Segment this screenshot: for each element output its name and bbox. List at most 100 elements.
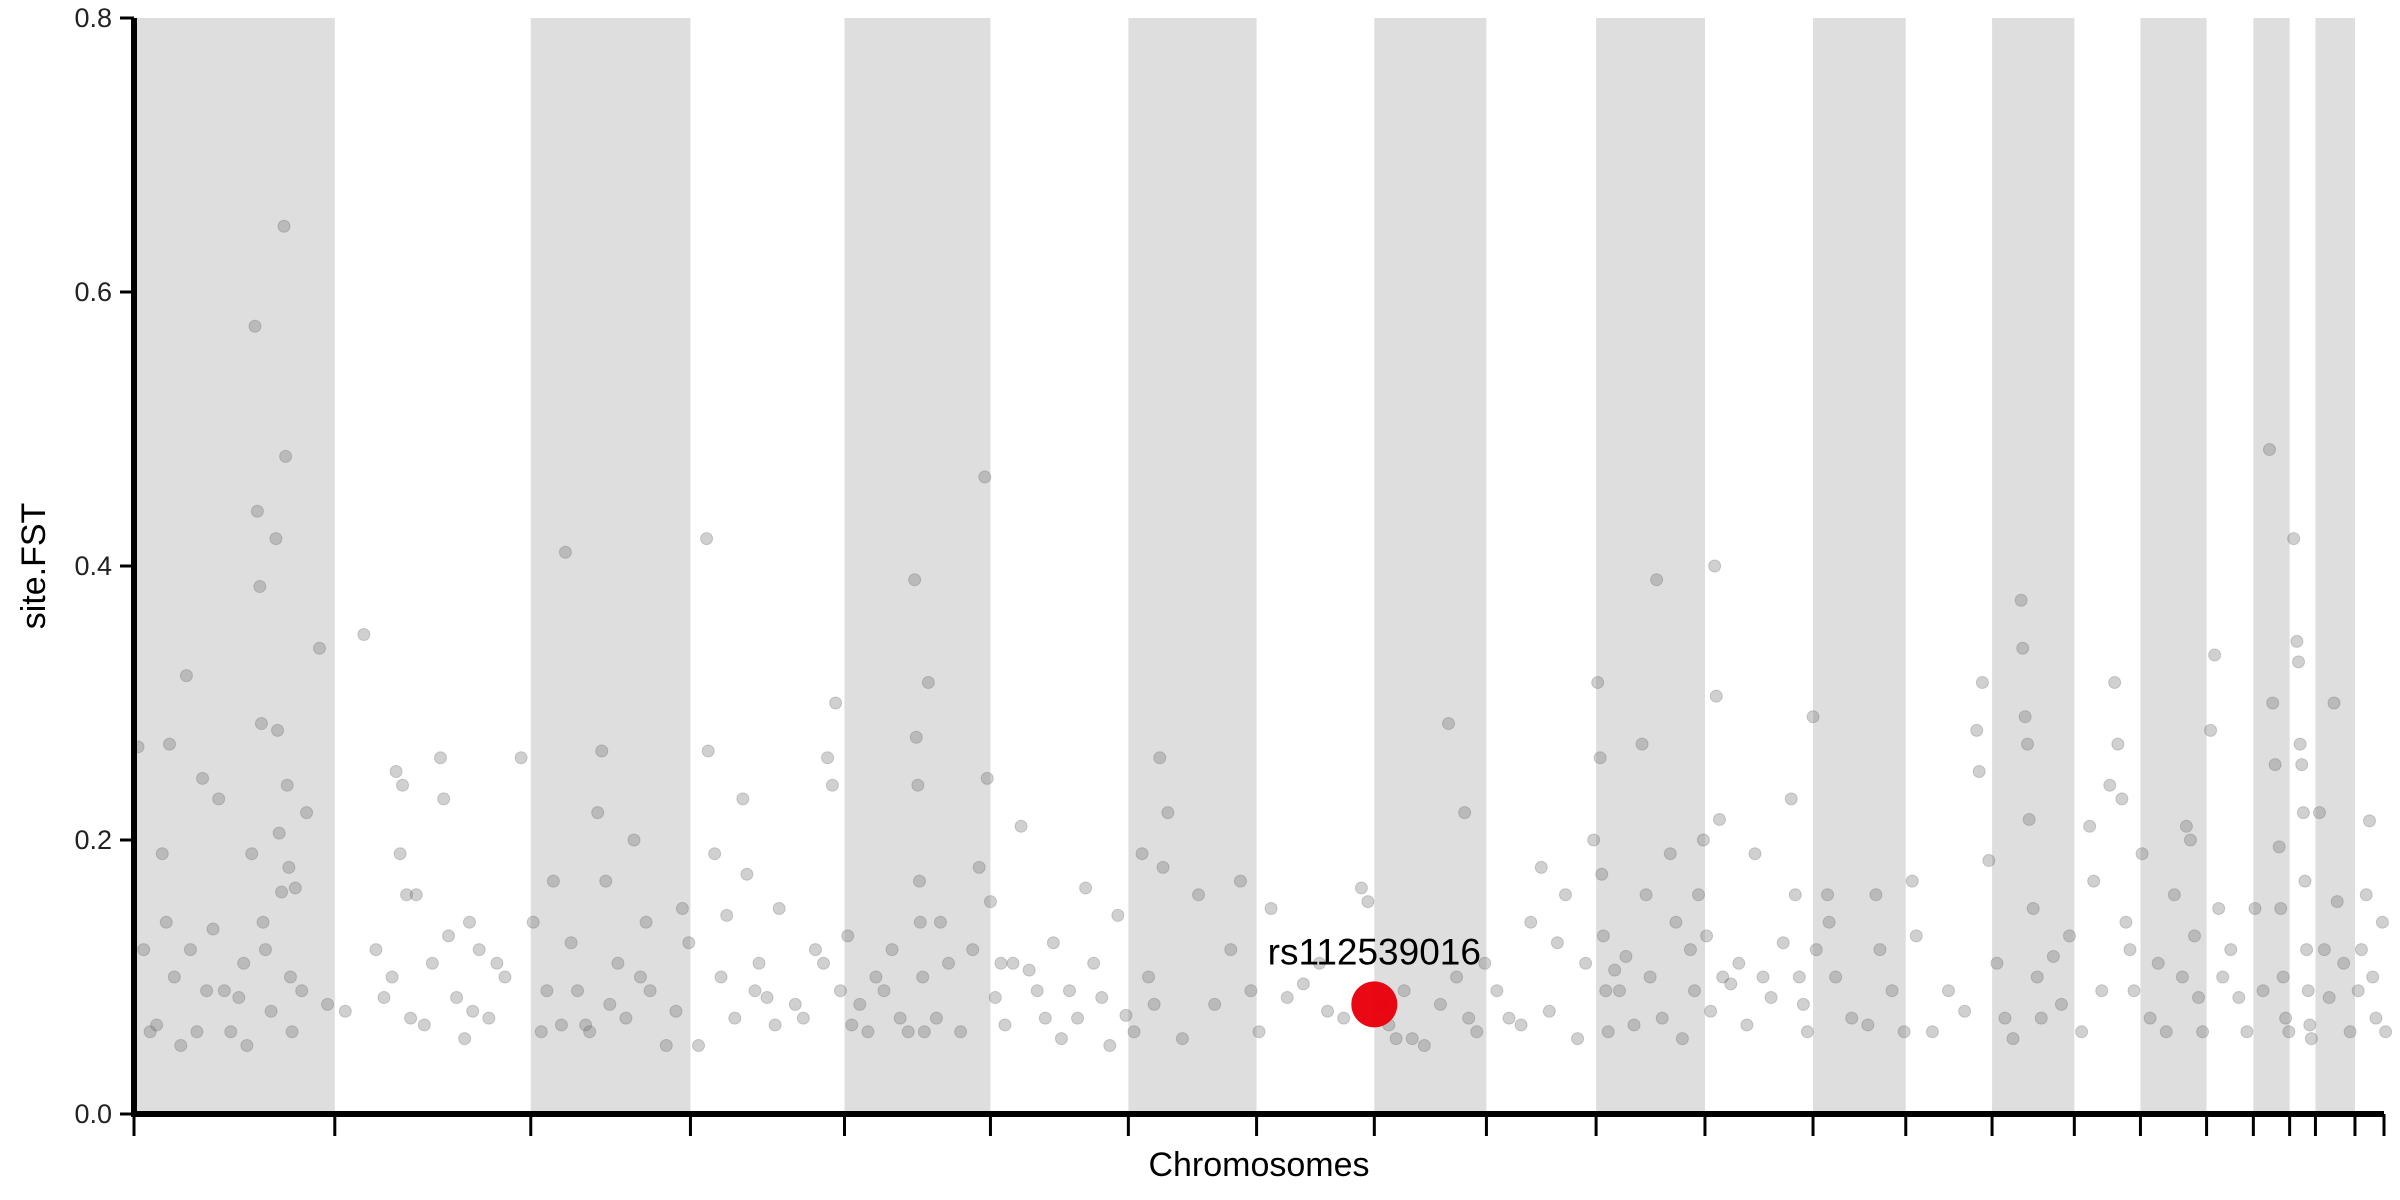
snp-point [821, 751, 835, 765]
snp-point [2293, 737, 2307, 751]
snp-point [282, 860, 296, 874]
snp-point [1337, 1011, 1351, 1025]
chromosome-bands [134, 18, 2355, 1114]
snp-point [206, 922, 220, 936]
snp-point [369, 943, 383, 957]
snp-point [2379, 1025, 2393, 1039]
snp-point [768, 1018, 782, 1032]
snp-point [994, 956, 1008, 970]
snp-point [2262, 443, 2276, 457]
snp-point [1038, 1011, 1052, 1025]
snp-point [1417, 1039, 1431, 1052]
chromosome-band-3 [530, 18, 691, 1114]
snp-point [1724, 977, 1738, 991]
snp-point [389, 765, 403, 778]
snp-point [2103, 778, 2117, 792]
snp-point [1687, 984, 1701, 998]
snp-point [450, 991, 464, 1005]
snp-point [916, 970, 930, 984]
y-tick-label: 0.0 [74, 1099, 112, 1129]
chromosome-band-21 [2315, 18, 2355, 1114]
chromosome-band-9 [1374, 18, 1487, 1114]
snp-point [728, 1011, 742, 1025]
snp-point [288, 881, 302, 895]
snp-point [1970, 723, 1984, 737]
snp-point [2111, 737, 2125, 751]
snp-point [1905, 874, 1919, 888]
snp-point [736, 792, 750, 806]
snp-point [1502, 1011, 1516, 1025]
snp-point [2268, 758, 2282, 772]
snp-point [2115, 792, 2129, 806]
snp-point [2282, 1025, 2296, 1039]
chromosome-band-11 [1596, 18, 1705, 1114]
snp-point [245, 847, 259, 861]
snp-point [212, 792, 226, 806]
snp-point [295, 984, 309, 998]
snp-point [462, 915, 476, 929]
snp-point [2208, 648, 2222, 662]
snp-point [1740, 1018, 1754, 1032]
snp-point [1462, 1011, 1476, 1025]
snp-point [232, 991, 246, 1005]
snp-point [2022, 812, 2036, 826]
snp-point [2030, 970, 2044, 984]
snp-point [1264, 902, 1278, 915]
snp-point [669, 1004, 683, 1018]
snp-point [893, 1011, 907, 1025]
snp-point [2187, 929, 2201, 943]
snp-point [1470, 1025, 1484, 1039]
snp-point [2292, 655, 2306, 669]
snp-point [788, 997, 802, 1011]
snp-point [752, 956, 766, 970]
snp-point [1972, 765, 1986, 778]
snp-point [409, 888, 423, 902]
snp-point [433, 751, 447, 765]
snp-point [425, 956, 439, 970]
snp-point [217, 984, 231, 998]
snp-point [908, 573, 922, 587]
snp-point [1054, 1032, 1068, 1046]
snp-point [1873, 943, 1887, 957]
snp-point [2062, 929, 2076, 943]
snp-point [514, 751, 528, 765]
snp-point [1635, 737, 1649, 751]
snp-point [2212, 902, 2226, 915]
snp-point [540, 984, 554, 998]
snp-point [714, 970, 728, 984]
snp-point [1095, 991, 1109, 1005]
snp-point [1450, 970, 1464, 984]
snp-point [988, 991, 1002, 1005]
x-ticks [132, 1114, 2386, 1136]
snp-point [272, 826, 286, 840]
snp-point [1534, 860, 1548, 874]
snp-point [1046, 936, 1060, 950]
snp-point [1942, 984, 1956, 998]
snp-point [909, 730, 923, 744]
snp-point [442, 929, 456, 943]
snp-point [1608, 963, 1622, 977]
snp-point [639, 915, 653, 929]
snp-point [2303, 1018, 2317, 1032]
snp-point [1619, 949, 1633, 963]
snp-point [167, 970, 181, 984]
highlighted-snp-marker[interactable] [1351, 981, 1398, 1028]
snp-point [2108, 675, 2122, 689]
snp-point [2296, 806, 2310, 820]
snp-point [1127, 1025, 1141, 1039]
snp-point [841, 929, 855, 943]
snp-point [1612, 984, 1626, 998]
snp-point [393, 847, 407, 861]
snp-point [978, 470, 992, 484]
snp-point [248, 319, 262, 333]
axes: 0.0 0.2 0.4 0.6 0.8 [74, 3, 2386, 1136]
snp-point [256, 915, 270, 929]
snp-point [1716, 970, 1730, 984]
snp-point [1478, 956, 1492, 970]
snp-point [2192, 991, 2206, 1005]
snp-point [1599, 984, 1613, 998]
snp-point [190, 1025, 204, 1039]
snp-point [321, 997, 335, 1011]
snp-point [2232, 991, 2246, 1005]
snp-point [1233, 874, 1247, 888]
